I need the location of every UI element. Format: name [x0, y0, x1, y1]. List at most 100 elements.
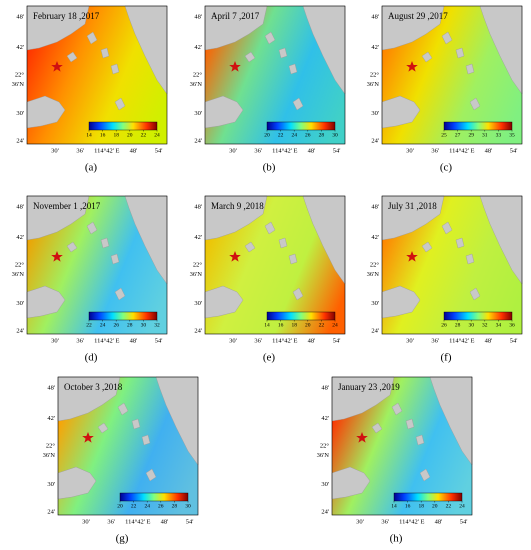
lat-label: 48': [371, 204, 379, 211]
colorbar-tick-label: 24: [100, 322, 106, 328]
lon-label: 30': [229, 147, 237, 154]
land: [86, 221, 98, 235]
land: [131, 418, 141, 430]
colorbar-tick-label: 22: [141, 132, 147, 138]
land: [244, 241, 256, 253]
panel-label: (f): [441, 352, 452, 364]
map-panel: February 18 ,2017 48' 42' 22° 36'N 30' 24' 30' 3…: [12, 5, 168, 174]
lat-label: 30': [371, 300, 379, 307]
colorbar-tick-label: 34: [496, 322, 502, 328]
colorbar-tick-label: 26: [441, 322, 447, 328]
lat-label: 30': [47, 481, 55, 488]
colorbar-tick-label: 22: [86, 322, 92, 328]
land: [114, 97, 126, 111]
lon-label: 48': [485, 147, 493, 154]
colorbar-tick-label: 26: [158, 503, 164, 509]
land: [114, 287, 126, 301]
lat-label: 36'N: [12, 271, 25, 278]
panel-label: (a): [85, 162, 98, 174]
land: [441, 31, 453, 45]
colorbar-tick-label: 20: [305, 322, 311, 328]
lon-label: 54': [510, 337, 518, 344]
lon-label: 36': [76, 147, 84, 154]
colorbar: [266, 311, 336, 321]
land: [455, 47, 465, 59]
lat-label: 24': [47, 509, 55, 516]
lat-label: 24': [371, 328, 379, 335]
colorbar-tick-label: 26: [305, 132, 311, 138]
land: [100, 47, 110, 59]
land: [204, 95, 244, 129]
land: [26, 95, 66, 129]
land: [204, 195, 268, 241]
map-panel: October 3 ,2018 48' 42' 22° 36'N 30' 24' 30' 36'…: [43, 376, 199, 545]
colorbar-tick-label: 20: [432, 503, 438, 509]
lon-label: 114°42' E: [94, 147, 119, 154]
lon-label: 36': [381, 518, 389, 525]
land: [141, 434, 151, 446]
colorbar-tick-label: 14: [391, 503, 397, 509]
lat-label: 30': [194, 110, 202, 117]
land: [421, 51, 433, 63]
lon-label: 48': [130, 147, 138, 154]
land: [26, 195, 90, 241]
lon-label: 36': [107, 518, 115, 525]
lat-label: 36'N: [367, 271, 380, 278]
colorbar-tick-label: 24: [459, 503, 465, 509]
lon-label: 114°42' E: [449, 337, 474, 344]
panel-label: (c): [440, 162, 453, 174]
map-frame: [331, 376, 473, 516]
panel-label: (g): [116, 533, 129, 545]
colorbar-tick-label: 30: [141, 322, 147, 328]
colorbar-tick-label: 28: [319, 132, 325, 138]
land: [288, 253, 298, 265]
lat-label: 42': [371, 234, 379, 241]
station-star: [229, 61, 241, 72]
lon-label: 30': [356, 518, 364, 525]
map-panel: August 29 ,2017 48' 42' 22° 36'N 30' 24' 30' 36'…: [367, 5, 523, 174]
colorbar-tick-label: 20: [264, 132, 270, 138]
colorbar-tick-label: 31: [482, 132, 488, 138]
colorbar-tick-label: 27: [455, 132, 461, 138]
lat-label: 36'N: [190, 271, 203, 278]
colorbar-tick-label: 22: [319, 322, 325, 328]
map-frame: [204, 195, 346, 335]
map-panel: April 7 ,2017 48' 42' 22° 36'N 30' 24' 30' 36' 11…: [190, 5, 346, 174]
land: [331, 376, 395, 422]
lon-label: 48': [161, 518, 169, 525]
panel-title: January 23 ,2019: [338, 382, 400, 392]
colorbar-tick-label: 32: [482, 322, 488, 328]
lon-label: 48': [308, 147, 316, 154]
land: [117, 402, 129, 416]
lon-label: 54': [460, 518, 468, 525]
colorbar-tick-label: 30: [468, 322, 474, 328]
land: [371, 422, 383, 434]
lat-label: 48': [194, 204, 202, 211]
panel-label: (b): [263, 162, 276, 174]
lat-label: 42': [16, 44, 24, 51]
lon-label: 48': [435, 518, 443, 525]
lat-label: 22°: [15, 71, 25, 78]
colorbar-tick-label: 28: [455, 322, 461, 328]
lat-label: 30': [16, 110, 24, 117]
land: [100, 237, 110, 249]
land: [264, 31, 276, 45]
land: [381, 195, 445, 241]
panel-title: April 7 ,2017: [211, 11, 260, 21]
land: [441, 221, 453, 235]
colorbar-tick-label: 18: [113, 132, 119, 138]
map-frame: [381, 195, 523, 335]
colorbar-tick-label: 20: [117, 503, 123, 509]
station-star: [406, 251, 418, 262]
station-star: [356, 432, 368, 443]
lat-label: 22°: [370, 71, 380, 78]
lat-label: 48': [16, 14, 24, 21]
panel-title: March 9 ,2018: [211, 201, 264, 211]
lat-label: 36'N: [317, 452, 330, 459]
colorbar-tick-label: 36: [509, 322, 515, 328]
land: [419, 468, 431, 482]
lat-label: 24': [16, 138, 24, 145]
station-star: [406, 61, 418, 72]
lat-label: 48': [371, 14, 379, 21]
lat-label: 24': [321, 509, 329, 516]
